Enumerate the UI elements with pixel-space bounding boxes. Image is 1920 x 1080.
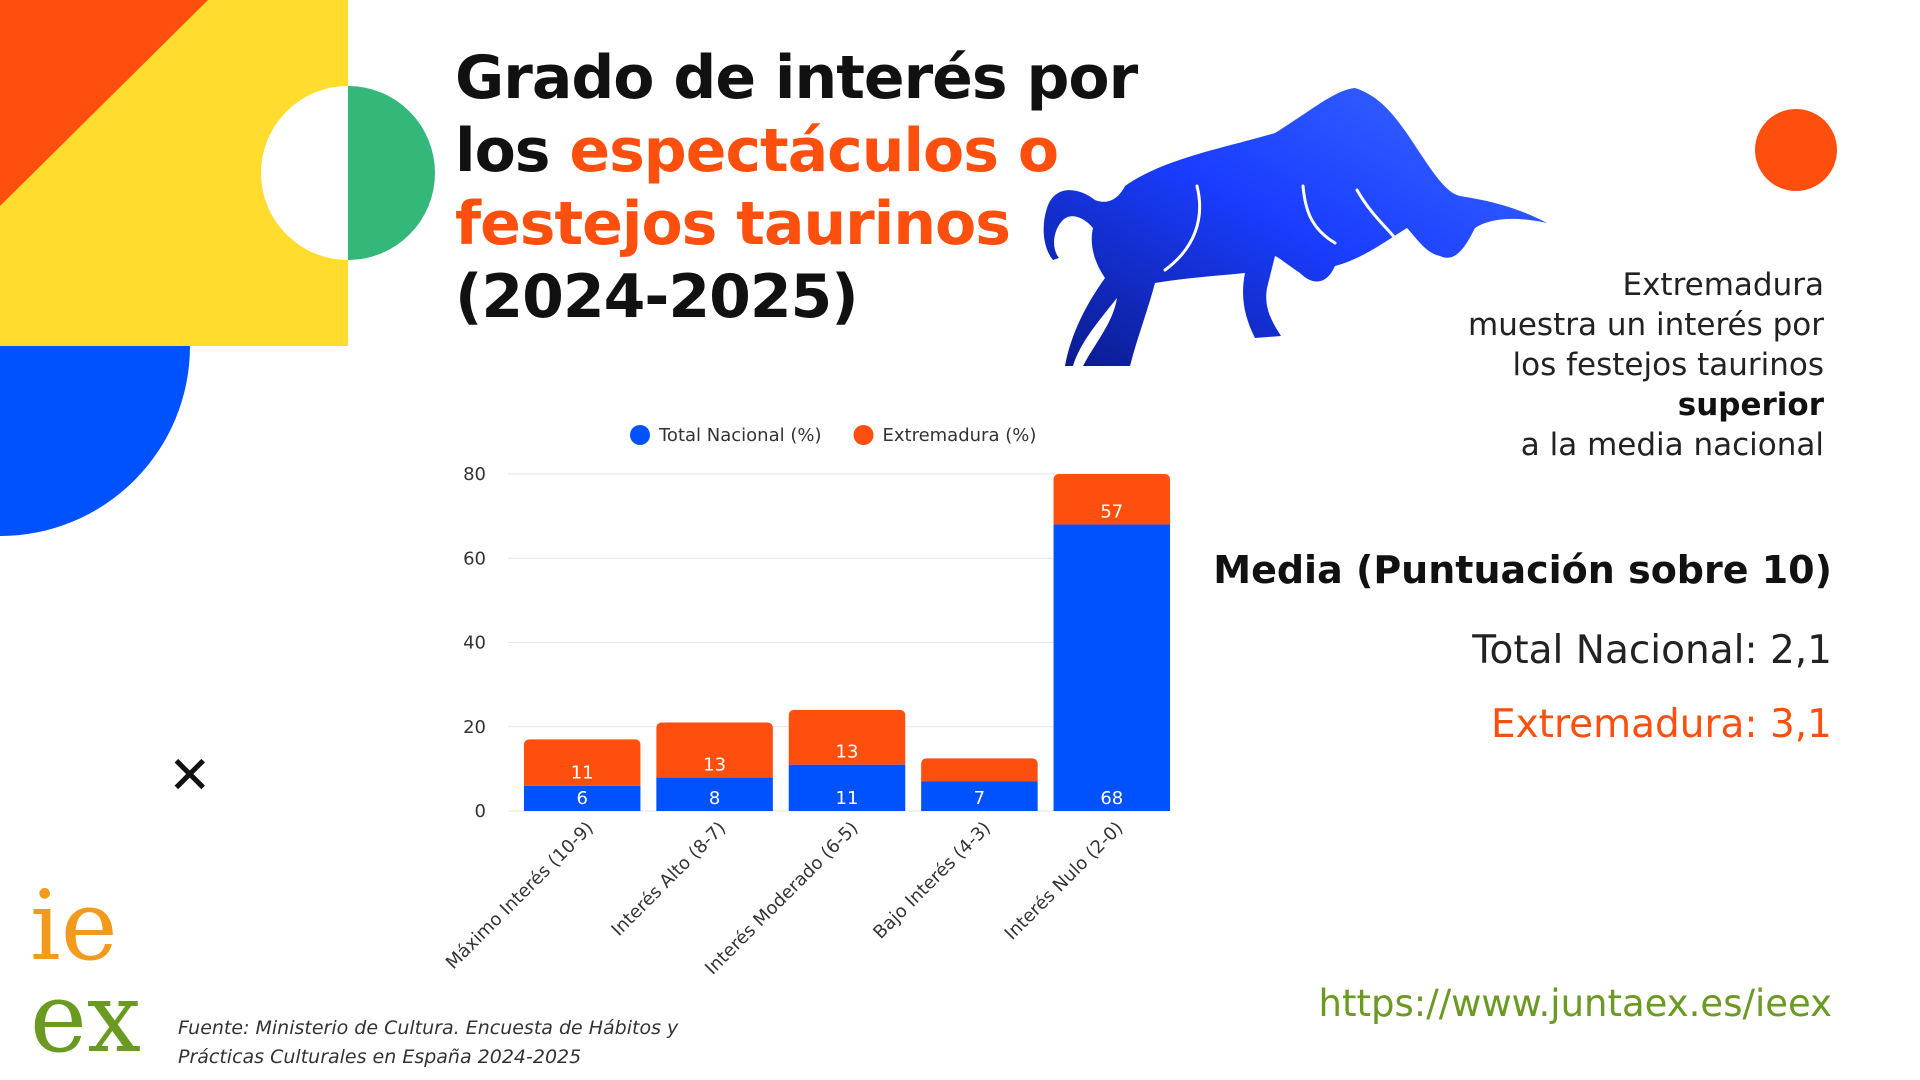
decorative-shapes (0, 0, 435, 536)
close-icon: ✕ (168, 746, 212, 806)
title-line-4: (2024-2025) (455, 262, 859, 332)
bar-segment (523, 785, 641, 811)
legend-marker (853, 425, 874, 445)
bar-segment (656, 777, 773, 811)
side-note-line-3: los festejos taurinos (1512, 347, 1824, 383)
side-note-line-2: muestra un interés por (1468, 307, 1824, 343)
stacked-bar-chart: 0 20 40 60 80 Total Nacional (%) Extremadura (… (442, 425, 1171, 979)
blue-quarter-circle (0, 346, 190, 536)
ieex-logo: ie ex (30, 870, 141, 1074)
y-tick-label: 20 (463, 717, 486, 738)
media-nacional: Total Nacional: 2,1 (1472, 628, 1832, 673)
y-tick-label: 40 (463, 633, 486, 654)
side-note-line-4: superior (1677, 387, 1824, 423)
title-line-2-accent: espectáculos o (569, 116, 1059, 186)
title-line-1: Grado de interés por (455, 43, 1138, 113)
logo-bottom: ex (30, 962, 141, 1074)
orange-triangle (0, 0, 208, 206)
side-note-line-1: Extremadura (1622, 267, 1825, 303)
x-tick-label: Interés Nulo (2-0) (1001, 818, 1128, 945)
data-label: 7 (974, 788, 985, 809)
bar-segment (656, 722, 773, 778)
orange-dot (1755, 109, 1837, 191)
bull-icon (1043, 88, 1547, 366)
data-label: 13 (703, 754, 726, 775)
source-line-2: Prácticas Culturales en España 2024-2025 (178, 1046, 582, 1068)
data-label: 6 (576, 788, 587, 809)
y-tick-label: 60 (463, 548, 486, 569)
title-line-2-plain: los (455, 116, 570, 186)
page-title: Grado de interés por los espectáculos o … (455, 42, 1175, 334)
x-tick-label: Máximo Interés (10-9) (442, 818, 598, 974)
bar-segment (921, 781, 1038, 811)
legend-label: Extremadura (%) (882, 425, 1036, 446)
website-link[interactable]: https://www.juntaex.es/ieex (1318, 982, 1832, 1025)
source-note: Fuente: Ministerio de Cultura. Encuesta … (178, 1014, 678, 1072)
media-title: Media (Puntuación sobre 10) (1213, 548, 1832, 592)
data-label: 11 (836, 788, 859, 809)
y-tick-label: 80 (463, 464, 486, 485)
bar-segment (1053, 474, 1171, 525)
x-tick-label: Bajo Interés (4-3) (869, 818, 995, 944)
data-label: 57 (1100, 502, 1123, 523)
x-tick-label: Interés Alto (8-7) (607, 818, 730, 941)
media-extremadura: Extremadura: 3,1 (1490, 702, 1832, 747)
bar-segment (921, 758, 1038, 782)
source-line-1: Fuente: Ministerio de Cultura. Encuesta … (178, 1017, 679, 1039)
bar-segment (788, 709, 906, 765)
data-label: 11 (571, 763, 594, 784)
y-tick-label: 0 (475, 801, 486, 822)
bar-segment (1053, 524, 1171, 811)
green-half-circle (348, 86, 435, 260)
white-half-circle (261, 86, 348, 260)
data-label: 8 (709, 788, 720, 809)
legend-marker (630, 425, 650, 445)
legend-label: Total Nacional (%) (658, 425, 821, 446)
data-label: 13 (836, 742, 859, 763)
side-note: Extremadura muestra un interés por los f… (1304, 265, 1824, 465)
data-label: 68 (1100, 788, 1123, 809)
bar-segment (523, 739, 641, 786)
x-tick-label: Interés Moderado (6-5) (701, 818, 862, 979)
side-note-line-5: a la media nacional (1520, 427, 1824, 463)
bar-segment (788, 764, 906, 811)
title-line-3-accent: festejos taurinos (455, 189, 1011, 259)
logo-top: ie (30, 870, 118, 982)
